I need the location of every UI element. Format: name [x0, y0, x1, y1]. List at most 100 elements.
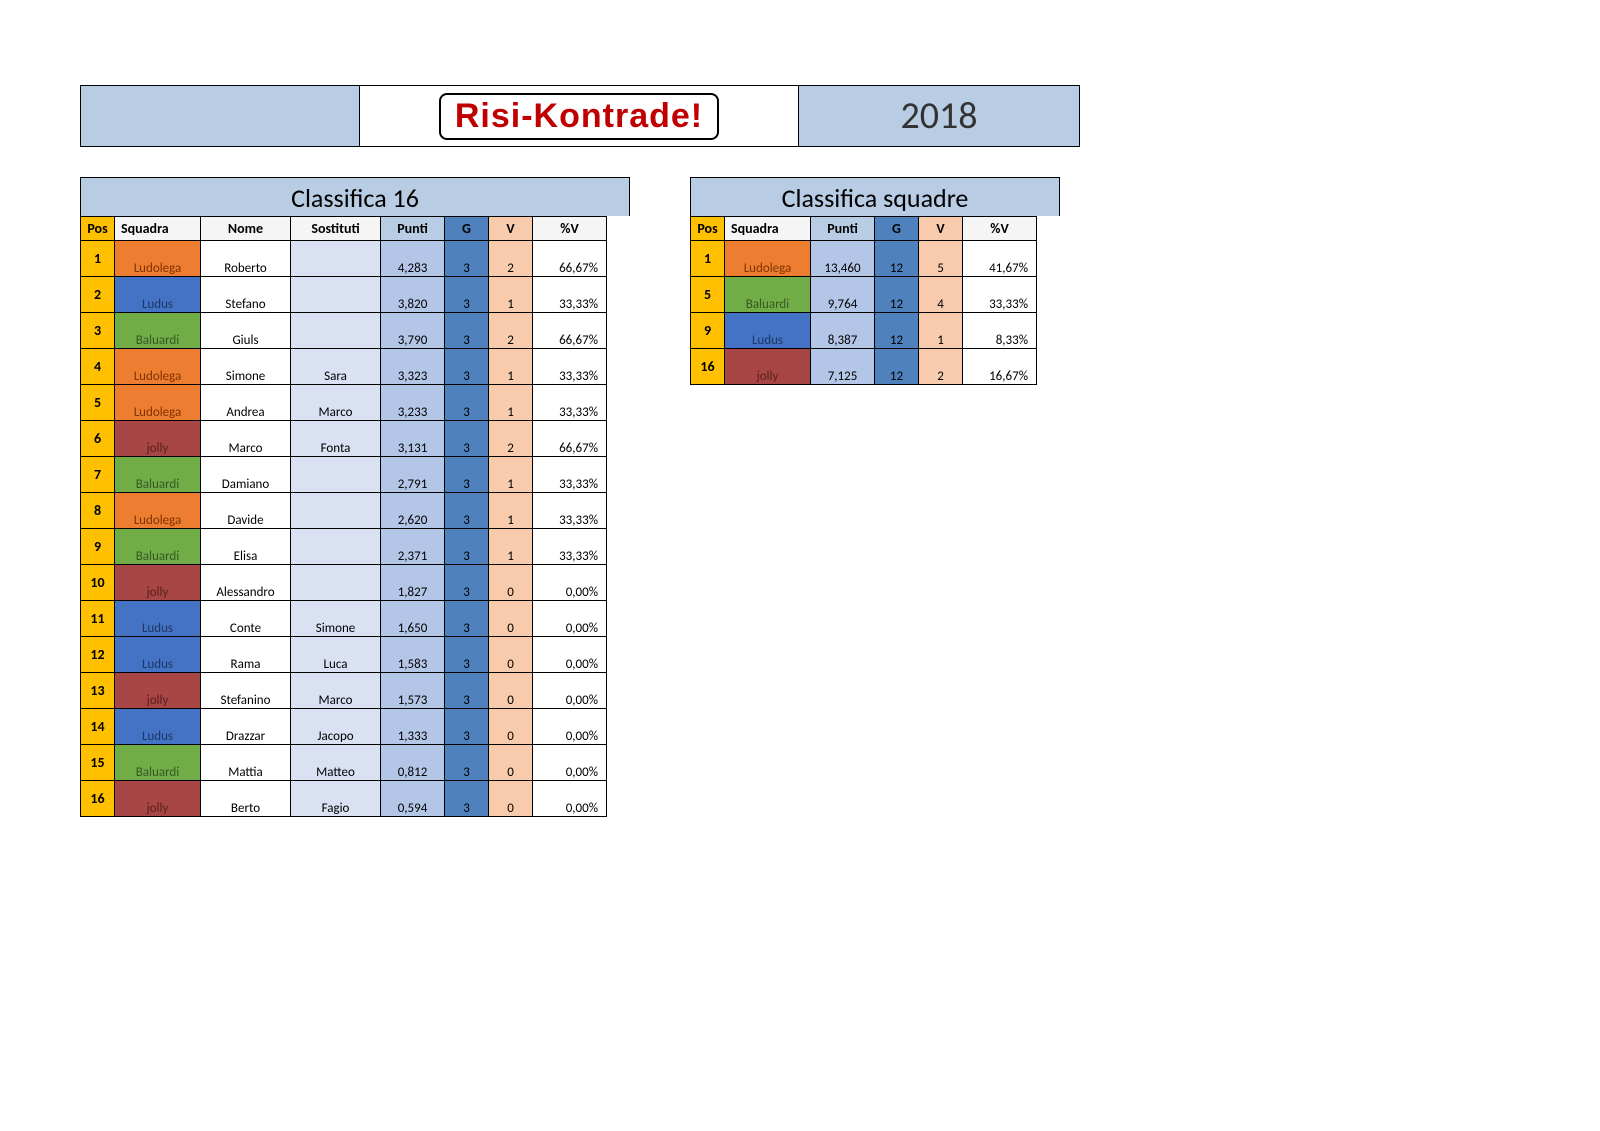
- cell-v: 1: [489, 349, 533, 385]
- cell-squad: Ludus: [115, 637, 201, 673]
- cell-pv: 33,33%: [533, 385, 607, 421]
- cell-pv: 16,67%: [963, 349, 1037, 385]
- cell-punti: 1,827: [381, 565, 445, 601]
- cell-pv: 0,00%: [533, 745, 607, 781]
- col-v: V: [489, 217, 533, 241]
- cell-g: 12: [875, 349, 919, 385]
- squads-title: Classifica squadre: [690, 177, 1060, 216]
- table-row: 12LudusRamaLuca1,583300,00%: [81, 637, 607, 673]
- cell-squad: Baluardi: [115, 529, 201, 565]
- cell-sost: Marco: [291, 385, 381, 421]
- col-g: G: [445, 217, 489, 241]
- cell-squad: Ludolega: [115, 241, 201, 277]
- col-nome: Nome: [201, 217, 291, 241]
- cell-pv: 33,33%: [533, 529, 607, 565]
- table-row: 11LudusConteSimone1,650300,00%: [81, 601, 607, 637]
- cell-pos: 16: [691, 349, 725, 385]
- cell-pv: 33,33%: [963, 277, 1037, 313]
- cell-punti: 3,820: [381, 277, 445, 313]
- table-row: 15BaluardiMattiaMatteo0,812300,00%: [81, 745, 607, 781]
- cell-pos: 12: [81, 637, 115, 673]
- cell-g: 3: [445, 313, 489, 349]
- cell-g: 3: [445, 781, 489, 817]
- s-col-pos: Pos: [691, 217, 725, 241]
- table-row: 6jollyMarcoFonta3,1313266,67%: [81, 421, 607, 457]
- title-banner: Risi-Kontrade! 2018: [80, 85, 1080, 147]
- cell-squad: Ludus: [115, 709, 201, 745]
- table-row: 9Ludus8,3871218,33%: [691, 313, 1037, 349]
- players-title: Classifica 16: [80, 177, 630, 216]
- cell-pos: 1: [81, 241, 115, 277]
- cell-v: 4: [919, 277, 963, 313]
- cell-g: 3: [445, 385, 489, 421]
- cell-sost: Jacopo: [291, 709, 381, 745]
- cell-punti: 7,125: [811, 349, 875, 385]
- cell-pv: 0,00%: [533, 781, 607, 817]
- cell-sost: [291, 313, 381, 349]
- table-row: 14LudusDrazzarJacopo1,333300,00%: [81, 709, 607, 745]
- cell-v: 2: [489, 421, 533, 457]
- cell-pv: 0,00%: [533, 673, 607, 709]
- cell-squad: jolly: [115, 421, 201, 457]
- cell-pos: 15: [81, 745, 115, 781]
- players-panel: Classifica 16 Pos Squadra Nome Sostituti…: [80, 177, 630, 817]
- cell-punti: 9,764: [811, 277, 875, 313]
- cell-pv: 33,33%: [533, 277, 607, 313]
- s-col-squad: Squadra: [725, 217, 811, 241]
- cell-sost: Luca: [291, 637, 381, 673]
- table-row: 10jollyAlessandro1,827300,00%: [81, 565, 607, 601]
- cell-g: 3: [445, 529, 489, 565]
- banner-year: 2018: [799, 86, 1079, 146]
- cell-v: 0: [489, 673, 533, 709]
- cell-nome: Drazzar: [201, 709, 291, 745]
- cell-squad: Baluardi: [115, 313, 201, 349]
- cell-g: 3: [445, 601, 489, 637]
- cell-punti: 3,790: [381, 313, 445, 349]
- squads-header-row: Pos Squadra Punti G V %V: [691, 217, 1037, 241]
- cell-pos: 7: [81, 457, 115, 493]
- cell-sost: Sara: [291, 349, 381, 385]
- cell-punti: 8,387: [811, 313, 875, 349]
- table-row: 1Ludolega13,46012541,67%: [691, 241, 1037, 277]
- cell-pos: 5: [81, 385, 115, 421]
- col-punti: Punti: [381, 217, 445, 241]
- cell-pos: 11: [81, 601, 115, 637]
- cell-v: 1: [489, 529, 533, 565]
- banner-logo-cell: Risi-Kontrade!: [359, 86, 799, 146]
- cell-squad: Ludolega: [115, 385, 201, 421]
- table-row: 13jollyStefaninoMarco1,573300,00%: [81, 673, 607, 709]
- cell-g: 3: [445, 421, 489, 457]
- cell-pv: 33,33%: [533, 349, 607, 385]
- cell-nome: Simone: [201, 349, 291, 385]
- cell-v: 0: [489, 709, 533, 745]
- players-table: Pos Squadra Nome Sostituti Punti G V %V …: [80, 216, 607, 817]
- cell-nome: Roberto: [201, 241, 291, 277]
- cell-pos: 2: [81, 277, 115, 313]
- cell-pos: 4: [81, 349, 115, 385]
- squads-table: Pos Squadra Punti G V %V 1Ludolega13,460…: [690, 216, 1037, 385]
- cell-g: 12: [875, 313, 919, 349]
- cell-g: 12: [875, 277, 919, 313]
- cell-sost: [291, 457, 381, 493]
- cell-pos: 3: [81, 313, 115, 349]
- banner-spacer: [81, 86, 359, 146]
- cell-v: 0: [489, 745, 533, 781]
- cell-g: 3: [445, 493, 489, 529]
- cell-nome: Davide: [201, 493, 291, 529]
- cell-pos: 16: [81, 781, 115, 817]
- cell-squad: jolly: [115, 781, 201, 817]
- cell-sost: [291, 529, 381, 565]
- cell-sost: [291, 565, 381, 601]
- cell-nome: Alessandro: [201, 565, 291, 601]
- cell-squad: Baluardi: [725, 277, 811, 313]
- cell-pos: 10: [81, 565, 115, 601]
- cell-v: 1: [489, 457, 533, 493]
- cell-g: 3: [445, 349, 489, 385]
- logo-text: Risi-Kontrade!: [439, 93, 719, 140]
- cell-v: 0: [489, 637, 533, 673]
- cell-punti: 3,323: [381, 349, 445, 385]
- cell-pv: 66,67%: [533, 313, 607, 349]
- col-sost: Sostituti: [291, 217, 381, 241]
- cell-pos: 14: [81, 709, 115, 745]
- cell-nome: Stefano: [201, 277, 291, 313]
